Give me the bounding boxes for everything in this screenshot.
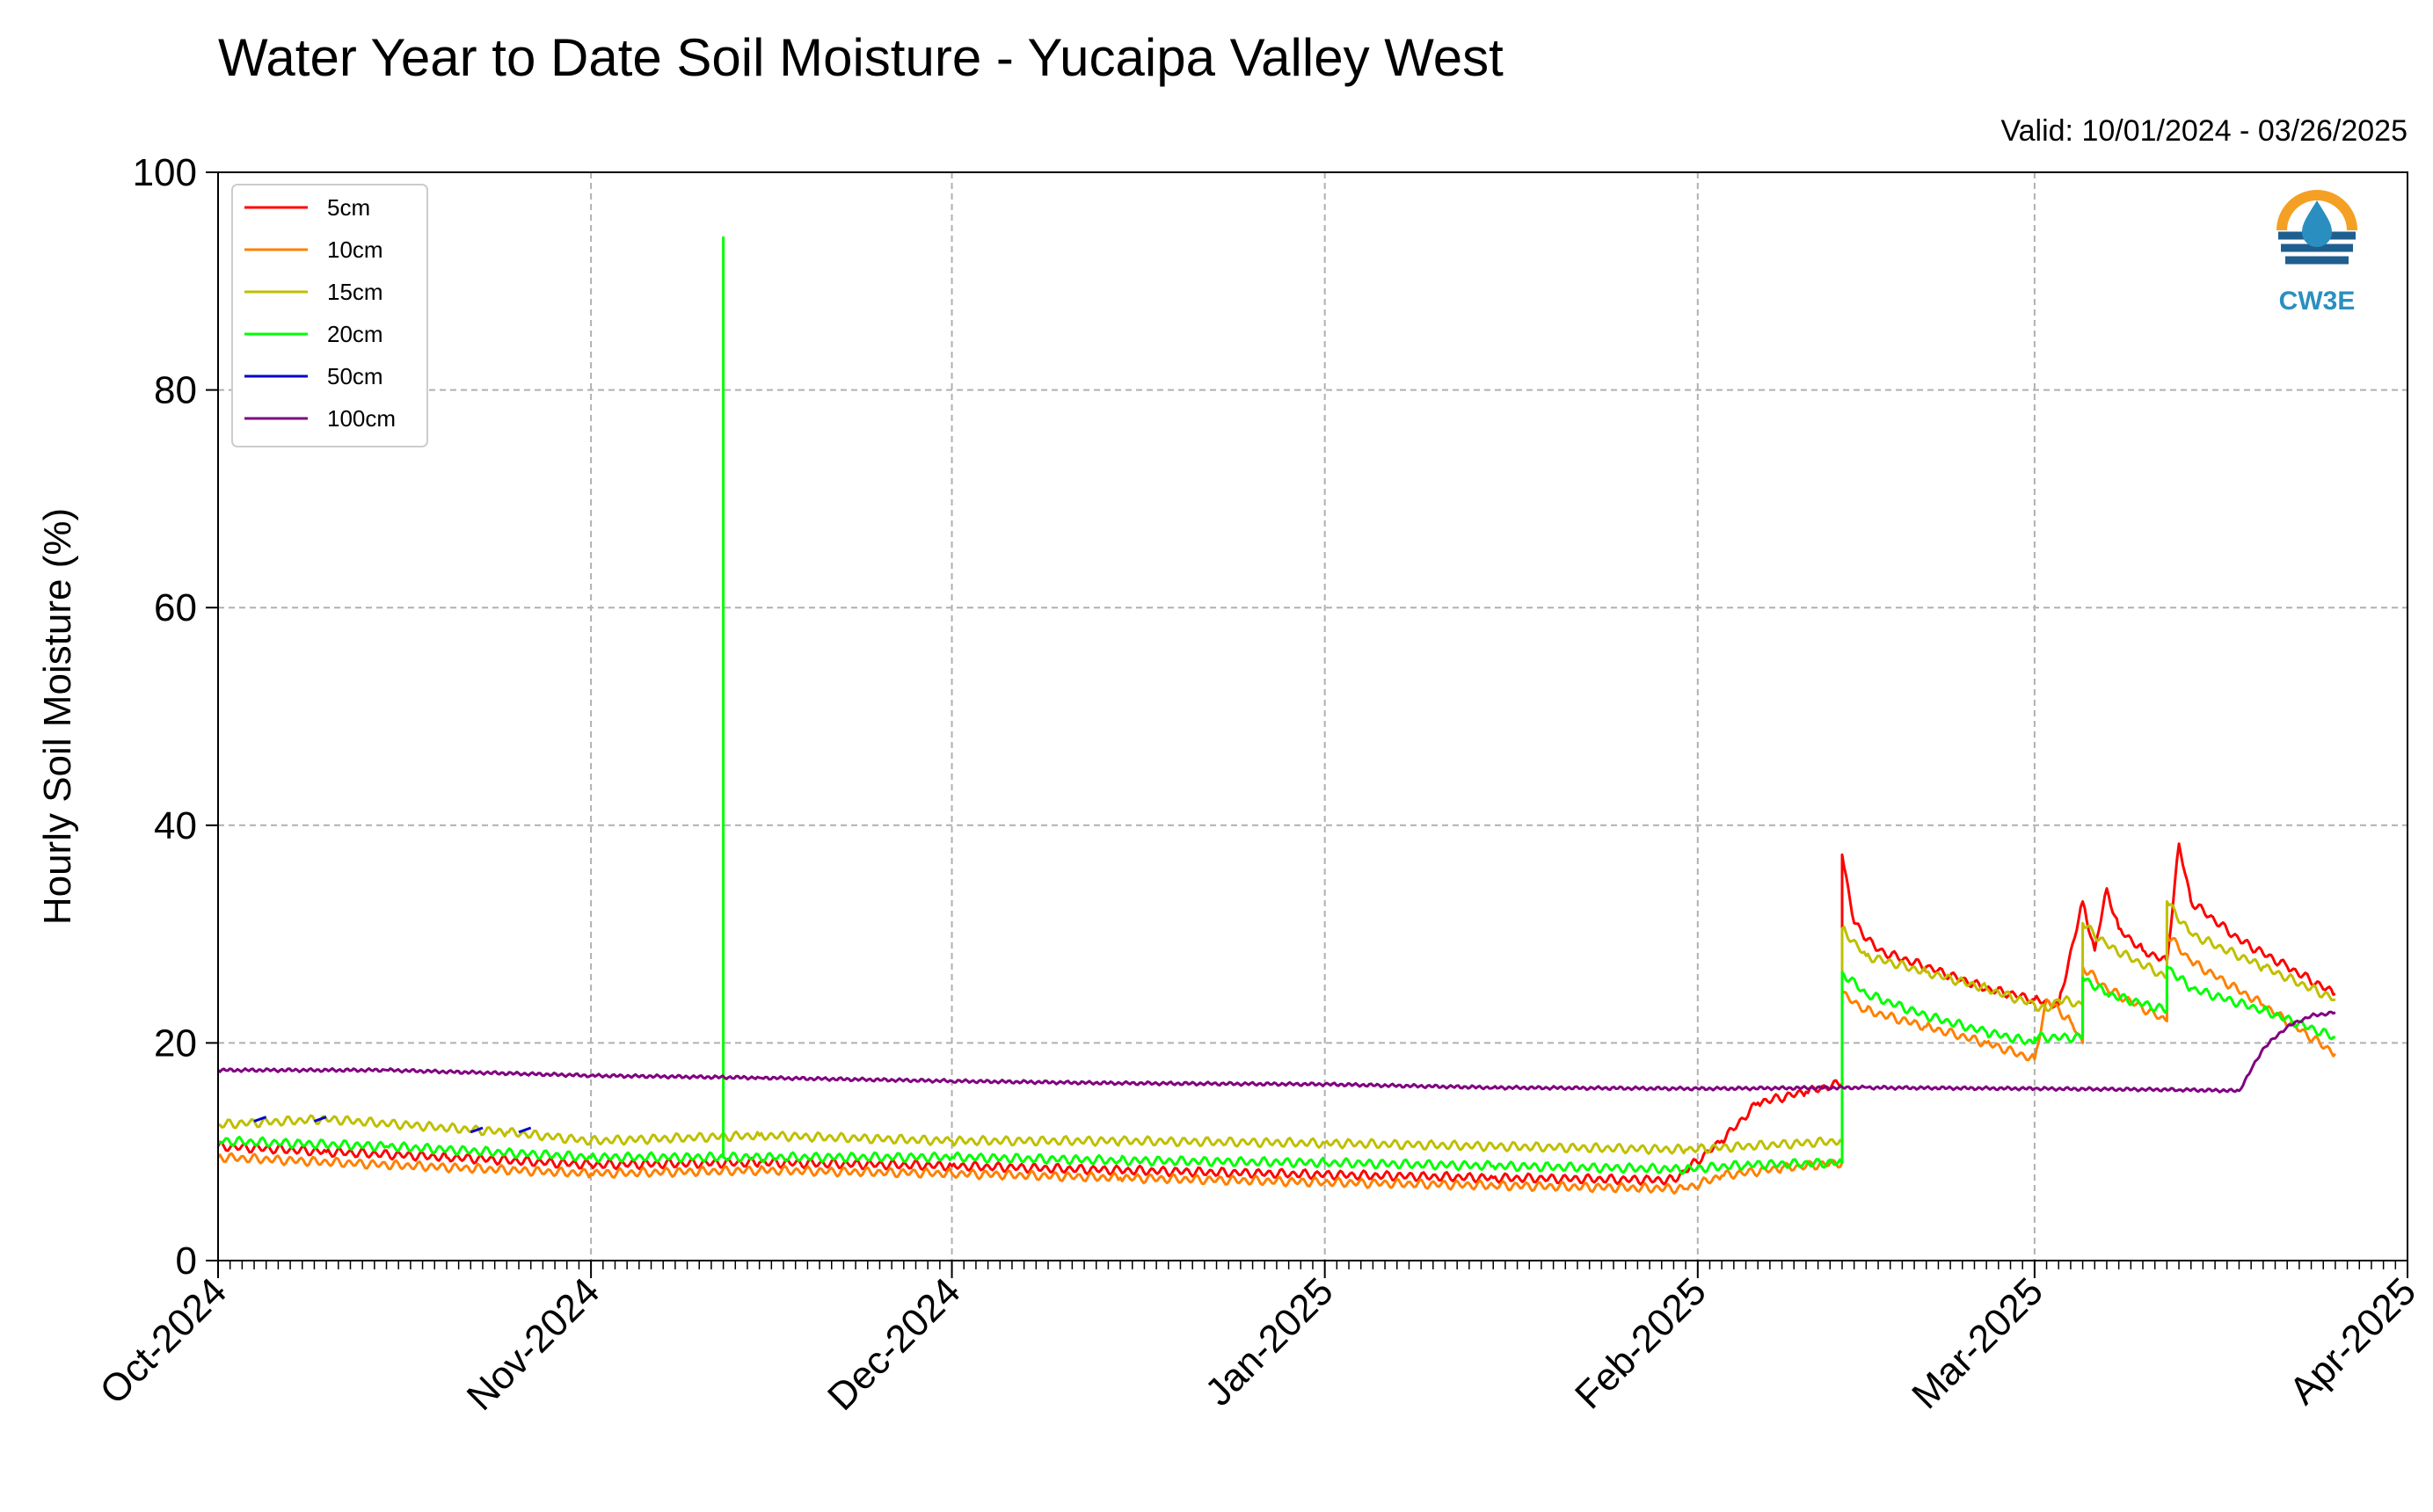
y-axis-label: Hourly Soil Moisture (%) [36,508,79,925]
legend: 5cm 10cm 15cm 20cm 50cm 100cm [231,184,428,447]
valid-date-range: Valid: 10/01/2024 - 03/26/2025 [2000,114,2408,148]
series-line-15cm [217,900,2336,1155]
y-tick-label: 0 [176,1239,197,1283]
y-tick-label: 60 [154,586,197,629]
legend-label-50cm: 50cm [327,363,383,389]
y-tick-label: 40 [154,804,197,847]
series-line-100cm [217,1010,2336,1094]
cw3e-logo: CW3E [2276,190,2358,316]
logo-text: CW3E [2279,287,2356,316]
legend-label-10cm: 10cm [327,236,383,263]
chart-title: Water Year to Date Soil Moisture - Yucai… [218,28,1504,87]
y-axis-ticks: 0 20 40 60 80 100 [133,151,218,1283]
legend-label-20cm: 20cm [327,321,383,347]
y-tick-label: 20 [154,1021,197,1065]
series-lines [216,236,2337,1195]
y-tick-label: 80 [154,369,197,412]
water-drop-icon [2302,200,2332,247]
y-tick-label: 100 [133,151,197,194]
series-line-10cm [216,933,2337,1195]
grid-lines [218,172,2408,1261]
legend-label-15cm: 15cm [327,279,383,305]
series-line-50cm [253,1116,532,1134]
legend-label-100cm: 100cm [327,405,396,432]
series-line-20cm [217,236,2336,1175]
legend-label-5cm: 5cm [327,194,370,221]
